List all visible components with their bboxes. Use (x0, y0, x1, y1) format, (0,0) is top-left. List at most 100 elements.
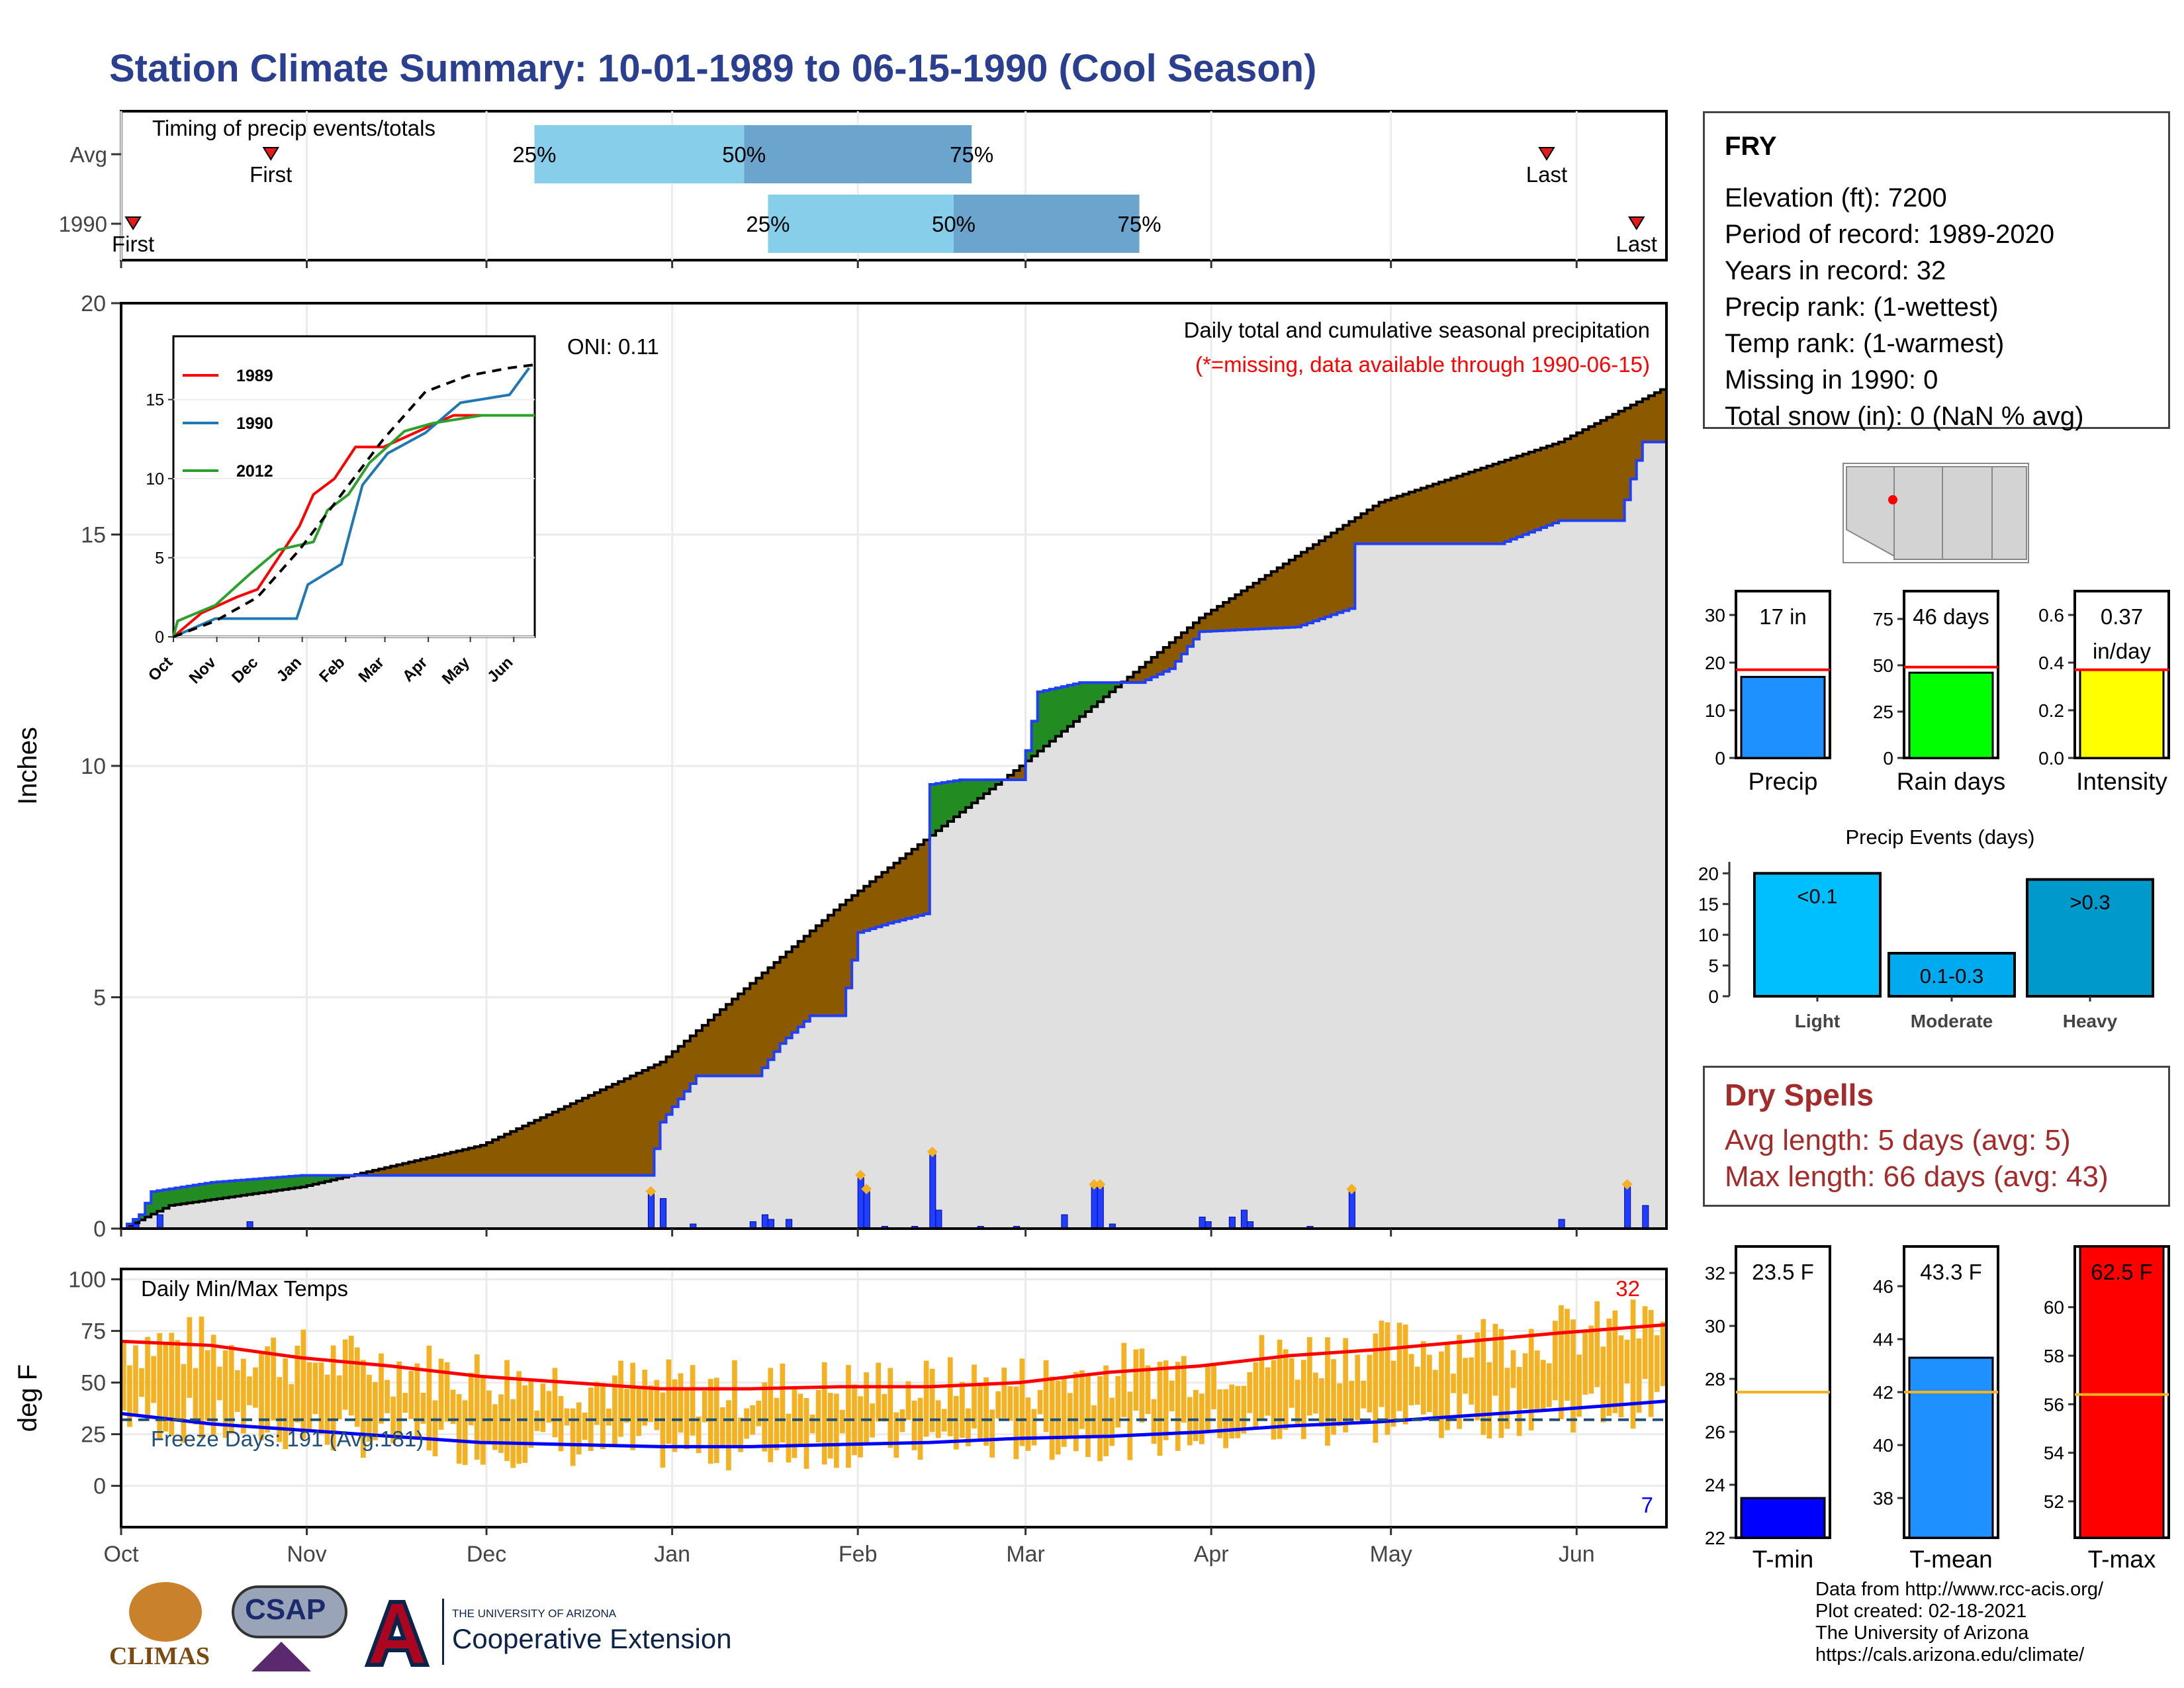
daily-temp-range-bar (1306, 1336, 1312, 1416)
daily-temp-range-bar (978, 1382, 983, 1439)
daily-temp-range-bar (666, 1359, 672, 1444)
timing-chart: Timing of precip events/totals Avg 25% 50% 7… (59, 110, 1668, 268)
inset-y-tick-label: 5 (155, 549, 164, 568)
summary-value-label: 62.5 F (2091, 1260, 2153, 1284)
daily-temp-range-bar (1061, 1378, 1067, 1447)
events-bar-label: >0.3 (2070, 891, 2110, 914)
daily-temp-range-bar (1103, 1365, 1109, 1456)
daily-temp-range-bar (744, 1408, 749, 1439)
daily-temp-range-bar (1600, 1346, 1606, 1423)
daily-temp-range-bar (1229, 1384, 1235, 1439)
daily-precip-bar (786, 1219, 793, 1229)
temps-x-tick-label: Feb (839, 1542, 878, 1567)
daily-temp-range-bar (1642, 1306, 1648, 1380)
summary-y-tick-label: 0 (1883, 748, 1893, 769)
daily-temp-range-bar (941, 1409, 947, 1432)
temps-x-tick-label: Jan (654, 1542, 690, 1567)
daily-precip-bar (761, 1214, 768, 1229)
daily-temp-range-bar (336, 1375, 342, 1420)
daily-temp-range-bar (1331, 1359, 1336, 1435)
summary-y-tick-label: 24 (1705, 1475, 1725, 1495)
daily-temp-range-bar (1145, 1365, 1151, 1415)
daily-temp-range-bar (289, 1384, 295, 1434)
daily-temp-range-bar (1408, 1354, 1414, 1405)
daily-temp-range-bar (516, 1371, 522, 1464)
daily-temp-range-bar (318, 1362, 324, 1434)
timing-event-label: First (112, 232, 154, 256)
ua-a-icon (364, 1600, 430, 1667)
daily-precip-bar (647, 1194, 655, 1229)
daily-temp-range-bar (133, 1345, 138, 1415)
daily-precip-bar (1061, 1214, 1068, 1229)
daily-temp-range-bar (1451, 1374, 1456, 1393)
precip-frame (120, 302, 1668, 1230)
dry-spells-title: Dry Spells (1725, 1078, 1874, 1112)
daily-temp-range-bar (1181, 1356, 1187, 1423)
inset-series-line (173, 367, 531, 638)
inset-y-tick-label: 0 (155, 628, 164, 647)
summary-y-tick-label: 38 (1873, 1488, 1893, 1509)
daily-temp-range-bar (1492, 1323, 1498, 1396)
inset-y-tick-label: 10 (146, 470, 164, 489)
daily-temp-range-bar (1379, 1321, 1385, 1407)
station-snow: Total snow (in): 0 (NaN % avg) (1725, 402, 2084, 431)
events-y-tick-label: 10 (1698, 925, 1719, 945)
summary-y-tick-label: 22 (1705, 1528, 1725, 1548)
daily-temp-range-bar (169, 1333, 175, 1436)
daily-temp-range-bar (330, 1345, 336, 1451)
daily-temp-range-bar (696, 1416, 702, 1454)
summary-value-bar (1740, 676, 1826, 759)
events-y-tick-label: 20 (1698, 863, 1719, 884)
daily-temp-range-bar (1553, 1321, 1558, 1401)
daily-temp-range-bar (707, 1379, 713, 1464)
daily-temp-range-bar (654, 1380, 660, 1430)
daily-temp-range-bar (1235, 1385, 1241, 1438)
heavy-precip-marker (1346, 1184, 1357, 1195)
daily-temp-range-bar (234, 1370, 240, 1413)
timing-event-label: Last (1616, 232, 1657, 256)
daily-temp-range-bar (720, 1407, 725, 1446)
climas-logo: CLIMAS (109, 1582, 218, 1675)
daily-temp-range-bar (253, 1367, 258, 1408)
events-y-tick-label: 5 (1708, 956, 1719, 976)
daily-temp-range-bar (576, 1402, 582, 1455)
daily-temp-range-bar (1325, 1337, 1330, 1446)
daily-temp-range-bar (259, 1354, 264, 1440)
station-location-dot (1888, 495, 1897, 504)
ua-name: THE UNIVERSITY OF ARIZONA (452, 1607, 617, 1620)
summary-y-tick-label: 28 (1705, 1369, 1725, 1389)
daily-temp-range-bar (247, 1376, 252, 1405)
daily-temp-range-bar (1546, 1363, 1552, 1407)
summary-y-tick-label: 26 (1705, 1422, 1725, 1442)
daily-temp-range-bar (995, 1391, 1001, 1419)
daily-temp-range-bar (1031, 1409, 1037, 1446)
daily-temp-range-bar (444, 1362, 450, 1422)
timing-row-label: Avg (70, 142, 107, 167)
station-elevation: Elevation (ft): 7200 (1725, 183, 1947, 212)
daily-precip-bar (1642, 1205, 1649, 1229)
temps-y-label: deg F (13, 1364, 42, 1432)
temp-summary-charts: 22 24 26 28 30 32 23.5 F T-min 38 40 42 44 46 43.3 F T… (1705, 1245, 2170, 1573)
timing-event-marker (1627, 216, 1645, 230)
daily-temp-range-bar (564, 1408, 570, 1426)
dry-spells-box: Dry Spells Avg length: 5 days (avg: 5) M… (1703, 1066, 2170, 1207)
daily-temp-range-bar (1205, 1365, 1210, 1430)
daily-temp-range-bar (1163, 1360, 1169, 1440)
inset-series-line (172, 414, 535, 638)
daily-precip-bar (1091, 1186, 1098, 1229)
avg-min-temp-line (120, 1399, 1667, 1448)
daily-temp-range-bar (1612, 1310, 1618, 1413)
daily-temp-range-bar (522, 1385, 528, 1463)
daily-temp-range-bar (1594, 1301, 1600, 1387)
daily-temp-range-bar (1414, 1366, 1420, 1405)
climas-logo-mark (129, 1582, 202, 1642)
daily-temp-range-bar (840, 1409, 845, 1434)
summary-y-tick-label: 32 (1705, 1263, 1725, 1284)
temps-y-tick-label: 25 (81, 1423, 106, 1448)
summary-y-tick-label: 75 (1873, 609, 1893, 630)
daily-temp-range-bar (1504, 1368, 1510, 1429)
daily-temp-range-bar (1127, 1391, 1133, 1460)
daily-temp-range-bar (510, 1399, 516, 1468)
daily-temp-range-bar (660, 1392, 666, 1468)
events-bar-label: <0.1 (1797, 884, 1837, 908)
